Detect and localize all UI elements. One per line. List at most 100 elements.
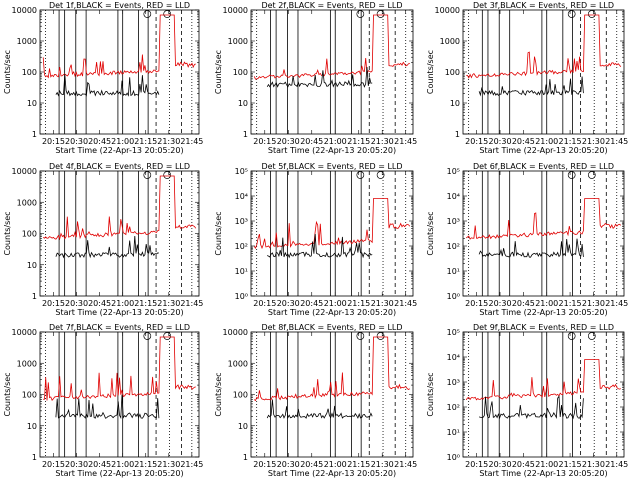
marker-circle	[143, 332, 152, 340]
x-tick-label: 21:00	[324, 460, 347, 469]
series-lld-red	[253, 14, 410, 80]
series-events-black	[55, 394, 160, 419]
y-tick-label: 10000	[12, 328, 37, 337]
series-lld-red	[253, 336, 411, 402]
panel-title: Det 5f,BLACK = Events, RED = LLD	[261, 162, 402, 171]
x-tick-label: 20:15	[253, 299, 276, 308]
series-events-black	[266, 66, 373, 88]
series-lld-red	[42, 175, 197, 241]
y-tick-label: 1	[32, 292, 37, 301]
series-lld-red	[42, 14, 196, 79]
x-tick-label: 20:15	[465, 137, 488, 146]
x-tick-label: 20:30	[65, 137, 88, 146]
y-tick-label: 1	[32, 130, 37, 139]
y-axis-label: Counts/sec	[426, 211, 435, 255]
x-tick-label: 21:45	[394, 137, 417, 146]
panel-title: Det 3f,BLACK = Events, RED = LLD	[473, 1, 614, 10]
series-lld-red	[465, 359, 621, 401]
x-tick-label: 21:15	[347, 460, 370, 469]
marker-circle	[376, 171, 385, 179]
panel-title: Det 2f,BLACK = Events, RED = LLD	[261, 1, 402, 10]
panel-det-6: Det 6f,BLACK = Events, RED = LLD Counts/s…	[426, 162, 628, 317]
y-tick-label: 10⁵	[235, 167, 248, 176]
y-axis-label: Counts/sec	[426, 50, 435, 94]
y-tick-label: 10	[27, 422, 37, 431]
x-tick-label: 21:00	[535, 299, 558, 308]
marker-circle	[356, 332, 365, 340]
series-lld-red	[466, 14, 622, 79]
y-tick-label: 10²	[447, 242, 460, 251]
marker-circle	[567, 10, 576, 18]
y-tick-label: 10³	[447, 378, 460, 387]
series-lld-red	[253, 198, 411, 250]
marker-circle	[163, 171, 172, 179]
plot-frame	[250, 331, 414, 458]
y-tick-label: 10000	[12, 6, 37, 15]
y-tick-label: 10¹	[447, 267, 460, 276]
panel-title: Det 1f,BLACK = Events, RED = LLD	[49, 1, 190, 10]
plot-frame	[250, 9, 414, 135]
series-events-black	[478, 76, 584, 97]
x-tick-label: 21:30	[157, 137, 180, 146]
marker-circle	[143, 171, 152, 179]
x-tick-label: 21:15	[134, 137, 157, 146]
x-tick-label: 20:45	[512, 137, 535, 146]
y-tick-label: 100	[22, 68, 37, 77]
y-tick-label: 10⁰	[447, 292, 460, 301]
x-tick-label: 20:30	[277, 460, 300, 469]
plot-frame	[39, 170, 200, 297]
y-tick-label: 10	[27, 261, 37, 270]
panel-det-3: Det 3f,BLACK = Events, RED = LLD Counts/s…	[426, 1, 628, 155]
y-tick-label: 10²	[235, 242, 248, 251]
x-tick-label: 21:15	[559, 460, 582, 469]
y-tick-label: 10¹	[235, 267, 248, 276]
series-events-black	[55, 235, 159, 259]
panel-det-7: Det 7f,BLACK = Events, RED = LLD Counts/s…	[3, 323, 203, 478]
y-tick-label: 10	[450, 99, 460, 108]
x-tick-label: 21:30	[582, 299, 605, 308]
x-tick-label: 20:15	[253, 137, 276, 146]
x-tick-label: 21:30	[157, 299, 180, 308]
series-events-black	[267, 233, 373, 259]
x-tick-label: 20:30	[277, 299, 300, 308]
panel-det-5: Det 5f,BLACK = Events, RED = LLD Counts/s…	[214, 162, 417, 317]
x-tick-label: 21:15	[347, 137, 370, 146]
plot-frame	[462, 9, 625, 135]
x-tick-label: 21:00	[111, 460, 134, 469]
marker-circle	[356, 171, 365, 179]
x-tick-label: 21:45	[394, 460, 417, 469]
y-tick-label: 1000	[228, 359, 248, 368]
y-tick-label: 10⁵	[447, 167, 460, 176]
x-tick-label: 20:30	[65, 299, 88, 308]
x-tick-label: 20:45	[88, 137, 111, 146]
x-tick-label: 20:15	[253, 460, 276, 469]
x-tick-label: 20:30	[65, 460, 88, 469]
marker-circle	[376, 332, 385, 340]
x-axis-label: Start Time (22-Apr-13 20:05:20)	[479, 146, 607, 155]
y-tick-label: 1	[243, 453, 248, 462]
x-tick-label: 21:30	[371, 460, 394, 469]
y-axis-label: Counts/sec	[214, 211, 223, 255]
y-tick-label: 10000	[223, 328, 248, 337]
x-tick-label: 21:15	[559, 137, 582, 146]
x-tick-label: 20:30	[277, 137, 300, 146]
x-tick-label: 21:00	[111, 137, 134, 146]
x-tick-label: 21:00	[111, 299, 134, 308]
x-tick-label: 21:45	[180, 460, 203, 469]
x-tick-label: 21:30	[371, 299, 394, 308]
x-tick-label: 21:30	[371, 137, 394, 146]
x-axis-label: Start Time (22-Apr-13 20:05:20)	[55, 146, 183, 155]
panel-det-9: Det 9f,BLACK = Events, RED = LLD Counts/s…	[426, 323, 628, 478]
y-axis-label: Counts/sec	[426, 372, 435, 416]
x-tick-label: 21:00	[535, 137, 558, 146]
panel-title: Det 9f,BLACK = Events, RED = LLD	[473, 323, 614, 332]
y-tick-label: 1000	[17, 37, 37, 46]
panel-det-2: Det 2f,BLACK = Events, RED = LLD Counts/s…	[214, 1, 417, 155]
series-events-black	[266, 399, 373, 420]
y-tick-label: 1	[243, 130, 248, 139]
x-tick-label: 21:45	[605, 299, 628, 308]
y-tick-label: 1	[32, 453, 37, 462]
y-tick-label: 10³	[235, 217, 248, 226]
y-tick-label: 10000	[435, 6, 460, 15]
